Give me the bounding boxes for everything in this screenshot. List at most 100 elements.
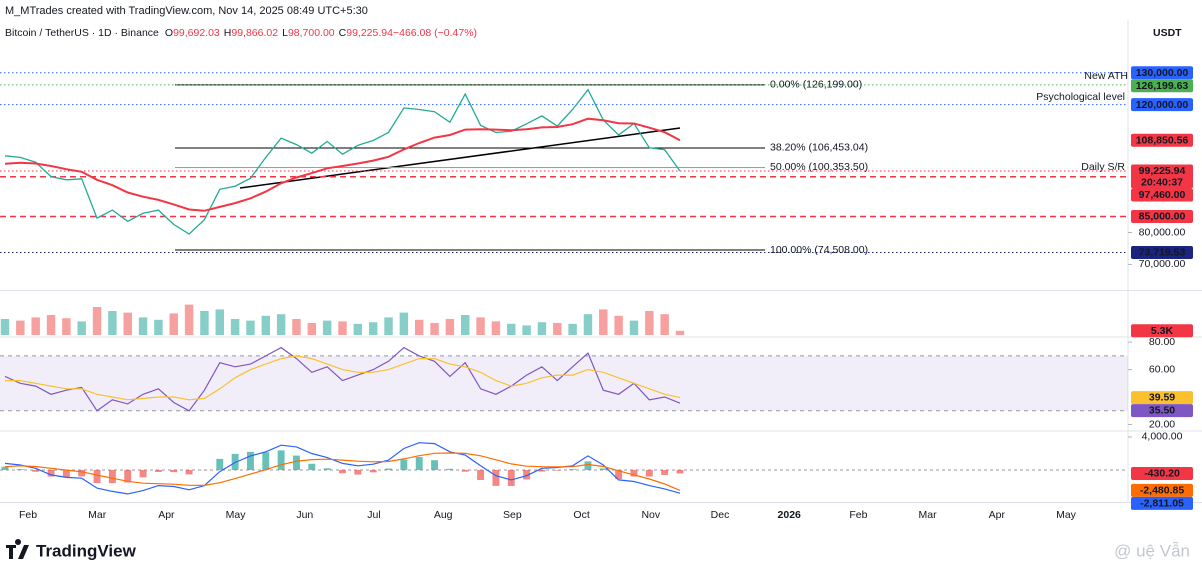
y-tick-label: 4,000.00	[1142, 431, 1183, 443]
price-tag-label: 97,460.00	[1139, 189, 1186, 201]
volume-bar	[568, 323, 577, 335]
volume-bar	[77, 321, 86, 335]
histogram-bar	[492, 469, 500, 486]
histogram-bar	[339, 469, 346, 474]
x-tick-label: Apr	[989, 509, 1006, 521]
x-tick-label: Nov	[641, 509, 660, 521]
histogram-bar	[461, 469, 469, 472]
ohlc-value: 98,700.00	[288, 27, 335, 39]
y-tick-label: 20.00	[1149, 418, 1175, 430]
price-tag-label: 99,225.94	[1139, 165, 1186, 177]
volume-bar	[230, 319, 240, 335]
volume-bar	[108, 311, 117, 335]
histogram-bar	[247, 451, 254, 470]
fib-label: 0.00% (126,199.00)	[770, 79, 862, 91]
histogram-bar	[523, 469, 531, 480]
histogram-bar	[277, 450, 285, 470]
x-tick-label: 2026	[778, 509, 802, 521]
price-tag	[1131, 133, 1193, 147]
volume-bar	[660, 314, 669, 335]
price-tag-label: 73,719.53	[1139, 247, 1186, 259]
price-tag-label: 35.50	[1149, 405, 1175, 417]
price-tag-label: 130,000.00	[1136, 67, 1189, 79]
price-tag	[1131, 496, 1193, 510]
histogram-bar	[323, 468, 331, 470]
fib-label: 38.20% (106,453.04)	[770, 142, 868, 154]
volume-bar	[537, 322, 547, 335]
volume-bar	[675, 330, 685, 335]
volume-bar	[246, 320, 255, 335]
volume-bar	[476, 317, 485, 335]
currency: USDT	[1153, 27, 1182, 39]
x-tick-label: Sep	[503, 509, 522, 521]
price-tag	[1131, 483, 1193, 497]
background-layer	[0, 20, 1202, 503]
ohlc-key: L	[282, 27, 288, 39]
x-tick-label: May	[226, 509, 247, 521]
histogram-bar	[553, 469, 561, 471]
ohlc-key: C	[339, 27, 347, 39]
histogram-bar	[185, 469, 193, 475]
volume-bar	[368, 322, 378, 335]
histogram-bar	[645, 469, 653, 477]
price-tag	[1131, 391, 1193, 405]
series-line	[5, 355, 681, 401]
x-tick-label: Mar	[919, 509, 938, 521]
volume-bar	[169, 313, 178, 335]
histogram-bar	[354, 469, 362, 475]
volume-bar	[123, 312, 132, 335]
volume-bar	[507, 323, 516, 335]
volume-bar	[307, 323, 317, 335]
histogram-bar	[124, 469, 132, 483]
price-tag	[1131, 66, 1193, 80]
ohlc-value: 99,225.94	[346, 27, 393, 39]
histogram-bar	[154, 469, 162, 472]
histogram-bar	[47, 469, 55, 477]
histogram-bar	[62, 469, 70, 478]
histogram-bar	[308, 463, 316, 470]
x-tick-label: May	[1056, 509, 1077, 521]
histogram-bar	[569, 469, 577, 470]
histogram-bar	[630, 469, 638, 477]
volume-bar	[353, 323, 363, 335]
chart-title: M_MTrades created with TradingView.com, …	[5, 5, 368, 17]
ohlc-value: 99,866.02	[231, 27, 278, 39]
price-tag-label: -430.20	[1144, 468, 1180, 480]
price-tag-label: 108,850.56	[1136, 134, 1189, 146]
histogram-bar	[400, 459, 408, 470]
fib-label: 100.00% (74,508.00)	[770, 244, 868, 256]
volume-bar	[261, 315, 271, 335]
volume-bar	[184, 304, 194, 335]
histogram-bar	[477, 469, 485, 480]
price-tag	[1131, 164, 1193, 189]
level-layer	[0, 72, 1132, 471]
price-tag-label: 126,199.63	[1136, 80, 1189, 92]
histogram-bar	[615, 469, 623, 480]
x-tick-label: Jun	[296, 509, 313, 521]
series-line	[4, 452, 681, 491]
volume-bar	[599, 309, 608, 335]
brand-logo	[6, 538, 29, 559]
histogram-bar	[108, 469, 116, 484]
trendline	[239, 127, 681, 189]
volume-bar	[491, 321, 501, 335]
histogram-bar	[599, 468, 607, 470]
histogram-bar	[385, 468, 392, 470]
x-tick-label: Feb	[19, 509, 37, 521]
symbol-legend: Bitcoin / TetherUS · 1D · Binance O99,692…	[5, 27, 477, 39]
volume-bar	[645, 311, 654, 335]
series-layer	[0, 88, 685, 495]
volume-bar	[138, 317, 148, 335]
histogram-bar	[32, 469, 40, 472]
histogram-bar	[661, 469, 669, 475]
histogram-bar	[676, 469, 684, 474]
histogram-bar	[1, 466, 9, 470]
y-tick-label: 80.00	[1149, 336, 1175, 348]
price-tag-label: -2,811.05	[1140, 498, 1184, 510]
y-tick-label: 60.00	[1149, 363, 1175, 375]
volume-bar	[322, 320, 332, 335]
histogram-bar	[93, 469, 101, 484]
histogram-bar	[262, 452, 270, 470]
